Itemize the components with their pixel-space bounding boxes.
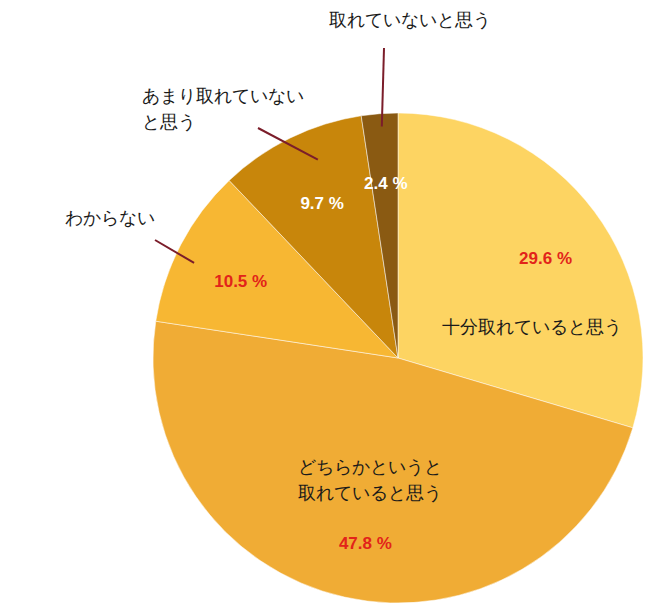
labels: 十分取れていると思うどちらかというと取れていると思う わからない あまり取れていない… xyxy=(65,10,622,553)
leader-line xyxy=(155,240,194,263)
category-label: 十分取れていると思う xyxy=(442,317,622,337)
chart: 十分取れていると思うどちらかというと取れていると思う わからない あまり取れていない… xyxy=(0,0,650,609)
value-label: 29.6 % xyxy=(519,249,572,268)
leader-line xyxy=(382,48,384,127)
value-label: 9.7 % xyxy=(300,194,343,213)
pie-slice xyxy=(153,321,633,603)
leader-line xyxy=(258,128,318,160)
pie-slice xyxy=(361,113,398,358)
value-label: 47.8 % xyxy=(339,534,392,553)
category-label: わからない xyxy=(65,208,155,228)
category-label: どちらかというと取れていると思う xyxy=(298,457,442,503)
slices xyxy=(153,113,643,603)
value-label: 10.5 % xyxy=(214,272,267,291)
category-label: 取れていないと思う xyxy=(329,10,491,30)
value-label: 2.4 % xyxy=(364,174,407,193)
category-label: あまり取れていないと思う xyxy=(142,86,304,132)
